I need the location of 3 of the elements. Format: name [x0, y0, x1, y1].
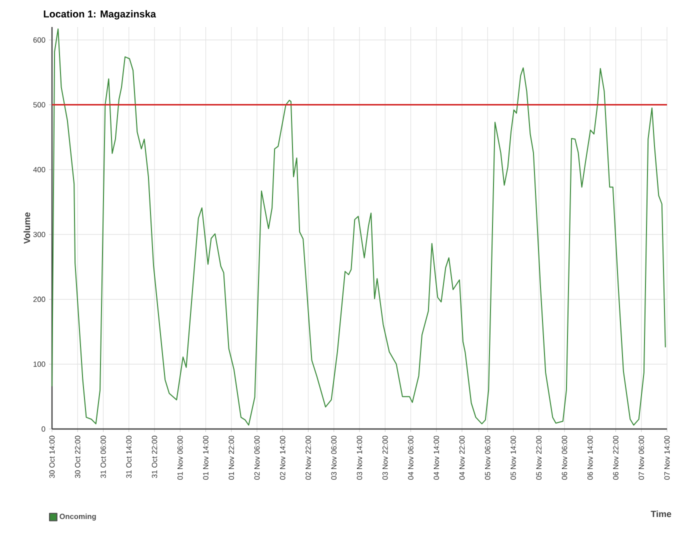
x-axis-title: Time [650, 510, 672, 518]
chart-title: Location 1: Magazinska [44, 10, 156, 20]
y-axis-title: Volume [24, 212, 30, 244]
